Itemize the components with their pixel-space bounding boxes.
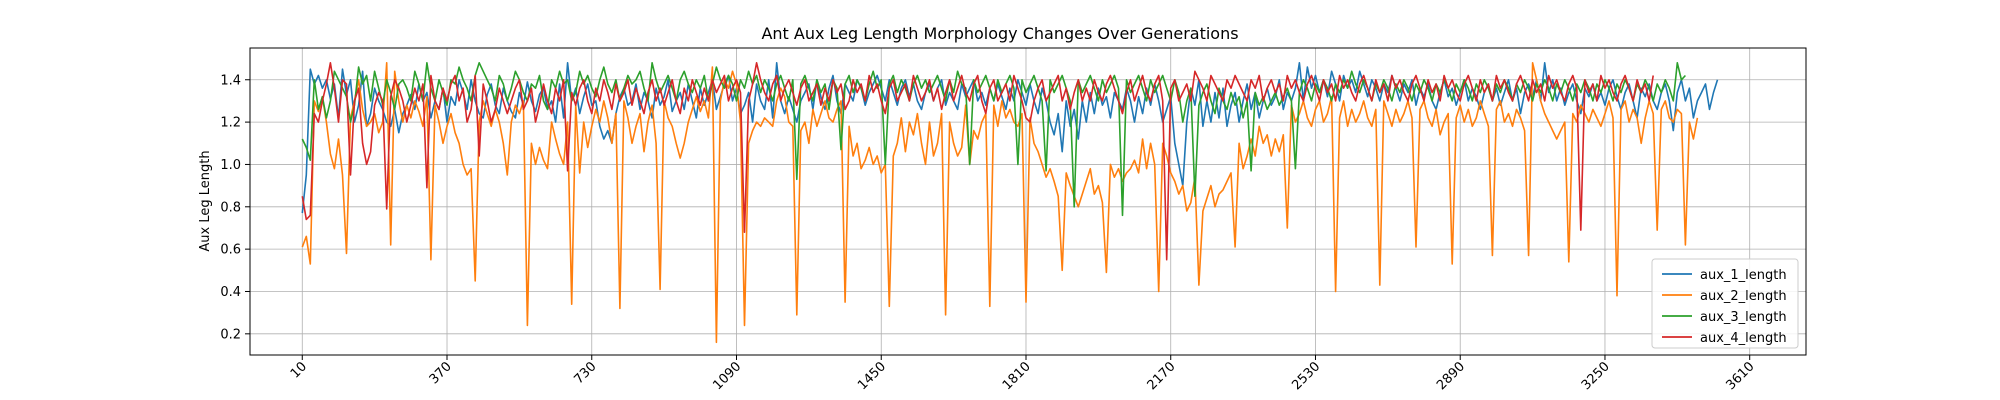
legend-entry-label: aux_3_length — [1700, 310, 1787, 325]
y-tick-label: 1.4 — [220, 73, 241, 88]
y-axis-label: Aux Leg Length — [198, 150, 213, 251]
chart-title: Ant Aux Leg Length Morphology Changes Ov… — [761, 24, 1238, 43]
y-tick-label: 0.8 — [220, 200, 241, 215]
plot-area-frame — [249, 47, 1807, 356]
y-tick-label: 1.0 — [220, 158, 241, 173]
legend-box — [1651, 258, 1799, 349]
y-axis: 0.2 0.4 0.6 0.8 1.0 1.2 1.4 — [220, 73, 250, 342]
y-tick-label: 0.4 — [220, 285, 241, 300]
series-line-aux_2_length — [301, 61, 1699, 344]
legend-entry-label: aux_1_length — [1700, 268, 1787, 283]
y-tick-label: 0.2 — [220, 327, 241, 342]
y-tick-label: 0.6 — [220, 243, 241, 258]
legend: aux_1_length aux_2_length aux_3_length aux_… — [1651, 258, 1799, 349]
legend-entry-label: aux_4_length — [1700, 331, 1787, 346]
series-line-aux_4_length — [301, 61, 1654, 261]
legend-entry-label: aux_2_length — [1700, 289, 1787, 304]
series-group — [301, 61, 1719, 344]
y-tick-label: 1.2 — [220, 116, 241, 131]
